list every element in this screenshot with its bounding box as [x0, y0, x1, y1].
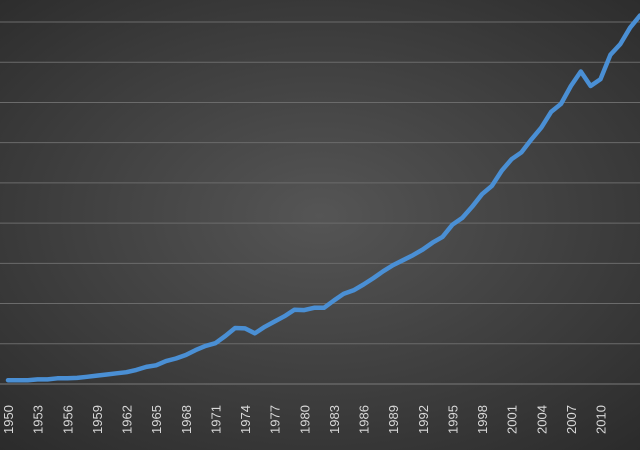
x-tick-label: 1986 [357, 405, 372, 434]
x-tick-label: 2001 [505, 405, 520, 434]
x-tick-label: 1992 [416, 405, 431, 434]
x-tick-label: 1977 [268, 405, 283, 434]
x-tick-label: 1959 [90, 405, 105, 434]
x-tick-label: 2004 [534, 405, 549, 434]
x-tick-label: 1983 [327, 405, 342, 434]
x-tick-label: 1974 [238, 405, 253, 434]
x-tick-label: 1980 [297, 405, 312, 434]
x-tick-label: 1950 [1, 405, 16, 434]
x-tick-label: 1953 [31, 405, 46, 434]
series-line [5, 13, 640, 383]
series-lines [5, 13, 640, 383]
x-tick-label: 1995 [445, 405, 460, 434]
x-tick-label: 2007 [564, 405, 579, 434]
x-tick-labels: 1950 1953 1956 1959 1962 1965 1968 1971 1974 1977… [1, 405, 609, 434]
x-tick-label: 1989 [386, 405, 401, 434]
x-tick-label: 1971 [208, 405, 223, 434]
x-tick-label: 1962 [120, 405, 135, 434]
x-tick-label: 1965 [149, 405, 164, 434]
x-tick-label: 1998 [475, 405, 490, 434]
gridlines [0, 21, 640, 345]
x-tick-label: 2010 [594, 405, 609, 434]
x-tick-label: 1956 [60, 405, 75, 434]
x-tick-label: 1968 [179, 405, 194, 434]
